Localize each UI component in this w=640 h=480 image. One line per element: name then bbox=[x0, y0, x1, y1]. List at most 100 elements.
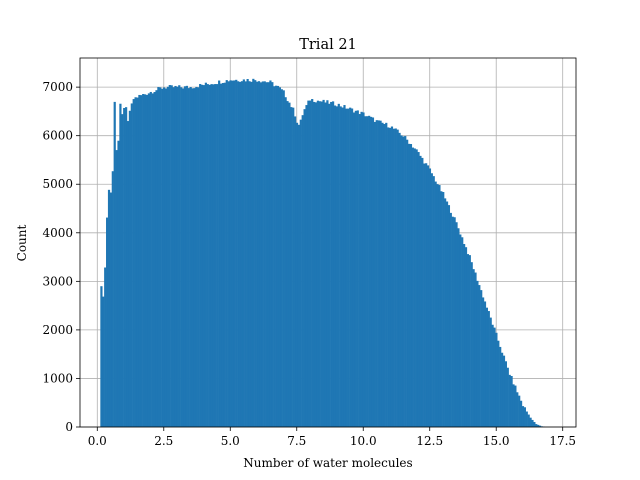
histogram-bar bbox=[286, 101, 289, 427]
histogram-bar bbox=[295, 122, 299, 427]
y-tick-label: 6000 bbox=[42, 129, 73, 143]
histogram-bar bbox=[396, 129, 399, 428]
histogram-bar bbox=[497, 340, 500, 427]
histogram-bar bbox=[195, 86, 198, 428]
histogram-bar bbox=[318, 101, 321, 428]
histogram-bar bbox=[350, 108, 354, 427]
histogram-bar bbox=[428, 168, 432, 427]
y-tick-label: 5000 bbox=[42, 177, 73, 191]
histogram-bar bbox=[516, 392, 519, 427]
histogram-bar bbox=[151, 93, 154, 427]
histogram-bar bbox=[210, 84, 213, 428]
y-tick-label: 1000 bbox=[42, 371, 73, 385]
histogram-bar bbox=[172, 87, 175, 427]
histogram-bar bbox=[409, 144, 413, 427]
histogram-bar bbox=[117, 140, 120, 427]
y-tick-label: 4000 bbox=[42, 226, 73, 240]
histogram-bar bbox=[449, 212, 452, 427]
histogram-bar bbox=[483, 301, 487, 427]
histogram-bar bbox=[157, 87, 160, 427]
histogram-bar bbox=[514, 385, 517, 427]
x-axis-ticks: 0.0 2.5 5.0 7.5 10.0 12.5 15.0 17.5 bbox=[88, 427, 576, 448]
histogram-bar bbox=[362, 112, 365, 428]
histogram-bar bbox=[155, 90, 158, 427]
x-axis-label: Number of water molecules bbox=[243, 456, 412, 470]
histogram-bar bbox=[388, 127, 392, 428]
histogram-bar bbox=[309, 100, 312, 427]
y-tick-label: 2000 bbox=[42, 323, 73, 337]
histogram-bar bbox=[333, 105, 337, 427]
histogram-bar bbox=[419, 155, 422, 427]
y-axis-ticks: 0 1000 2000 3000 4000 5000 6000 7000 bbox=[42, 80, 80, 434]
histogram-bar bbox=[106, 217, 109, 427]
histogram-bar bbox=[398, 132, 401, 428]
histogram-bar bbox=[200, 84, 204, 427]
histogram-bar bbox=[487, 311, 490, 427]
histogram-bar bbox=[423, 163, 426, 427]
histogram-bar bbox=[138, 94, 141, 427]
histogram-bar bbox=[183, 86, 187, 427]
histogram-bar bbox=[366, 116, 369, 427]
histogram-bar bbox=[126, 121, 130, 427]
x-tick-label: 10.0 bbox=[350, 434, 377, 448]
histogram-bar bbox=[218, 80, 221, 427]
histogram-bar bbox=[500, 352, 504, 427]
histogram-bar bbox=[368, 115, 371, 428]
histogram-bar bbox=[125, 107, 128, 428]
histogram-bar bbox=[531, 419, 534, 427]
histogram-bar bbox=[476, 280, 479, 427]
histogram-bar bbox=[444, 198, 447, 427]
histogram-bar bbox=[387, 127, 390, 428]
histogram-bar bbox=[238, 81, 242, 427]
histogram-bar bbox=[128, 110, 132, 427]
histogram-bar bbox=[147, 93, 150, 428]
histogram-bar bbox=[202, 85, 206, 427]
x-tick-label: 15.0 bbox=[483, 434, 510, 448]
histogram-bar bbox=[176, 86, 179, 428]
histogram-bar bbox=[383, 124, 386, 427]
histogram-bar bbox=[282, 90, 285, 427]
histogram-bar bbox=[373, 121, 376, 427]
histogram-bar bbox=[466, 254, 470, 427]
histogram-bar bbox=[254, 80, 257, 428]
histogram-bar bbox=[320, 101, 323, 427]
histogram-bar bbox=[136, 97, 139, 428]
histogram-bar bbox=[301, 115, 304, 427]
histogram-bar bbox=[347, 108, 350, 428]
histogram-bar bbox=[178, 85, 181, 427]
histogram-bar bbox=[455, 222, 458, 427]
histogram-bar bbox=[278, 87, 282, 428]
histogram-bar bbox=[229, 80, 232, 427]
histogram-bar bbox=[506, 367, 509, 427]
histogram-bar bbox=[402, 136, 405, 427]
histogram-bar bbox=[457, 228, 460, 427]
histogram-bar bbox=[316, 100, 319, 428]
histogram-bar bbox=[491, 324, 494, 427]
histogram-bar bbox=[273, 86, 276, 427]
histogram-bar bbox=[314, 102, 318, 427]
histogram-bar bbox=[377, 120, 380, 427]
histogram-bar bbox=[356, 110, 359, 427]
histogram-bar bbox=[292, 107, 295, 427]
histogram-bar bbox=[326, 100, 329, 427]
histogram-bar bbox=[144, 94, 147, 428]
histogram-bar bbox=[280, 89, 283, 427]
histogram-bar bbox=[445, 201, 449, 427]
histogram-bar bbox=[472, 269, 475, 427]
histogram-bar bbox=[223, 82, 226, 428]
histogram-bar bbox=[204, 82, 207, 427]
histogram-bar bbox=[426, 165, 430, 427]
histogram-bar bbox=[244, 81, 247, 428]
histogram-bar bbox=[330, 101, 333, 427]
histogram-bar bbox=[199, 84, 202, 427]
histogram-bar bbox=[438, 185, 441, 427]
histogram-bar bbox=[235, 79, 238, 427]
histogram-bar bbox=[328, 103, 331, 428]
histogram-bar bbox=[311, 99, 314, 428]
histogram-bar bbox=[109, 192, 113, 427]
histogram-bar bbox=[313, 101, 316, 428]
histogram-bar bbox=[381, 122, 384, 427]
histogram-bar bbox=[193, 88, 196, 427]
histogram-bar bbox=[504, 361, 507, 427]
x-tick-label: 5.0 bbox=[221, 434, 240, 448]
